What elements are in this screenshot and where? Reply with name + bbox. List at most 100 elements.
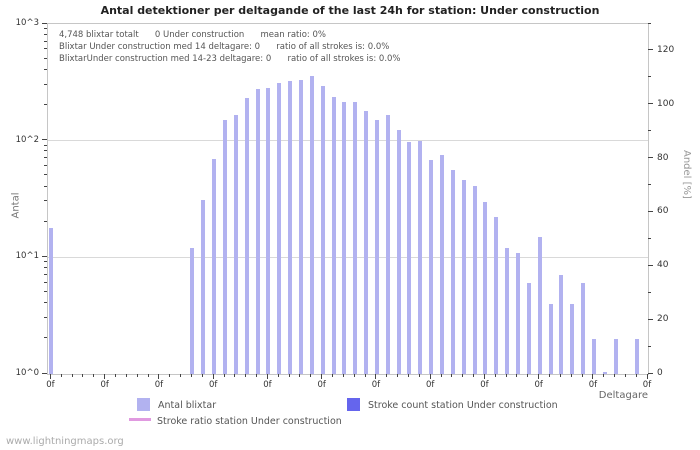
x-axis-tick: [646, 374, 648, 379]
x-axis-tick: [60, 374, 62, 377]
y-axis-right-tick: [648, 49, 653, 51]
y-axis-left-tick: [44, 267, 47, 269]
y-axis-right-tick: [648, 157, 653, 159]
bar: [309, 76, 314, 374]
bar: [190, 248, 195, 374]
y-axis-left-tick: [44, 68, 47, 70]
x-axis-tick: [93, 374, 95, 377]
x-axis-tick: [375, 374, 377, 379]
x-axis-tick: [234, 374, 236, 377]
y-axis-left-tick: [44, 165, 47, 167]
x-axis-tick: [158, 374, 160, 379]
legend-item-stroke-count: Stroke count station Under construction: [347, 398, 558, 411]
bar: [591, 338, 596, 374]
y-axis-right-tick-label: 120: [657, 44, 675, 55]
legend-swatch-stroke-count: [347, 398, 360, 411]
x-axis-tick: [483, 374, 485, 379]
x-axis-tick: [429, 374, 431, 379]
y-axis-right-tick: [648, 372, 653, 374]
y-axis-left: 10^0 10^1 10^2 10^3: [0, 18, 47, 378]
bar: [548, 303, 553, 374]
y-axis-left-tick: [44, 261, 47, 263]
bar: [342, 101, 347, 374]
x-axis-tick-label: 0f: [425, 380, 435, 390]
bar: [201, 200, 206, 374]
bar: [440, 155, 444, 374]
x-axis-tick: [549, 374, 550, 377]
chart-title: Antal detektioner per deltagande of the …: [100, 4, 600, 17]
x-axis-tick-label: 0f: [317, 380, 326, 390]
bar: [244, 98, 249, 374]
bar: [526, 283, 531, 374]
x-axis-tick: [505, 374, 507, 377]
x-axis-tick: [538, 374, 540, 379]
x-axis-tick: [581, 374, 583, 377]
footer-url: www.lightningmaps.org: [6, 436, 124, 447]
x-axis-tick-label: 0f: [263, 380, 272, 390]
x-axis-title: Deltagare: [598, 390, 648, 401]
x-axis-tick: [169, 374, 171, 377]
x-axis-tick: [635, 374, 637, 377]
legend-item-antal-blixtar: Antal blixtar: [137, 398, 216, 411]
y-axis-left-tick: [44, 174, 47, 176]
x-axis-tick: [353, 374, 355, 377]
gridline: [48, 140, 648, 142]
bar: [450, 170, 455, 374]
y-axis-left-tick: [44, 316, 47, 318]
y-axis-left-tick: [44, 281, 47, 283]
y-axis-left-tick: [44, 150, 47, 152]
x-axis-tick: [418, 374, 420, 377]
bar: [49, 227, 54, 374]
y-axis-right-tick: [648, 76, 651, 78]
bar: [461, 180, 466, 374]
y-axis-right-tick-label: 80: [657, 152, 669, 163]
y-axis-right-tick: [648, 22, 651, 24]
x-axis-tick: [342, 374, 344, 377]
x-axis-tick: [494, 374, 496, 377]
bar: [515, 252, 520, 374]
x-axis-tick: [364, 374, 366, 377]
y-axis-left-tick: [42, 22, 47, 24]
y-axis-left-tick-label: 10^3: [15, 18, 39, 28]
bar: [298, 79, 303, 374]
y-axis-left-tick-label: 10^1: [15, 251, 39, 262]
bar: [505, 248, 510, 374]
bar: [635, 338, 640, 374]
legend-label-stroke-ratio: Stroke ratio station Under construction: [157, 416, 342, 427]
legend-label-antal-blixtar: Antal blixtar: [158, 400, 217, 411]
bar: [396, 129, 401, 374]
y-axis-title-left: Antal: [10, 192, 22, 219]
y-axis-left-tick: [44, 57, 47, 59]
x-axis-tick: [624, 374, 626, 377]
x-axis-tick: [190, 374, 192, 377]
bar: [320, 86, 325, 374]
y-axis-left-tick: [44, 185, 47, 187]
y-axis-left-tick: [44, 48, 47, 50]
bar: [537, 236, 542, 374]
y-axis-left-tick: [42, 255, 47, 257]
x-axis-tick: [386, 374, 388, 377]
y-axis-left-tick-label: 10^0: [15, 368, 39, 378]
x-axis-tick: [125, 374, 127, 377]
x-axis-tick: [614, 374, 616, 377]
bar: [266, 87, 271, 374]
x-axis-tick: [256, 374, 258, 377]
x-axis-tick: [201, 374, 203, 377]
annotation-line-2: Blixtar Under construction med 14 deltag…: [59, 42, 390, 52]
y-axis-right-tick-label: 40: [657, 260, 669, 271]
y-axis-right: 0 20 40 60 80 100 120: [648, 22, 698, 378]
x-axis-tick: [473, 374, 475, 377]
y-axis-right-tick: [648, 264, 653, 266]
x-axis-tick: [462, 374, 464, 377]
x-axis-tick-label: 0f: [208, 380, 218, 390]
bar: [212, 159, 217, 374]
x-axis-tick: [603, 374, 605, 377]
x-axis-tick: [321, 374, 323, 379]
bar: [559, 275, 564, 374]
x-axis-tick: [407, 374, 409, 377]
x-axis-tick: [592, 374, 594, 379]
annotation-line-3: BlixtarUnder construction med 14-23 delt…: [59, 54, 401, 64]
bar: [613, 338, 618, 374]
legend-swatch-stroke-ratio: [129, 418, 151, 421]
